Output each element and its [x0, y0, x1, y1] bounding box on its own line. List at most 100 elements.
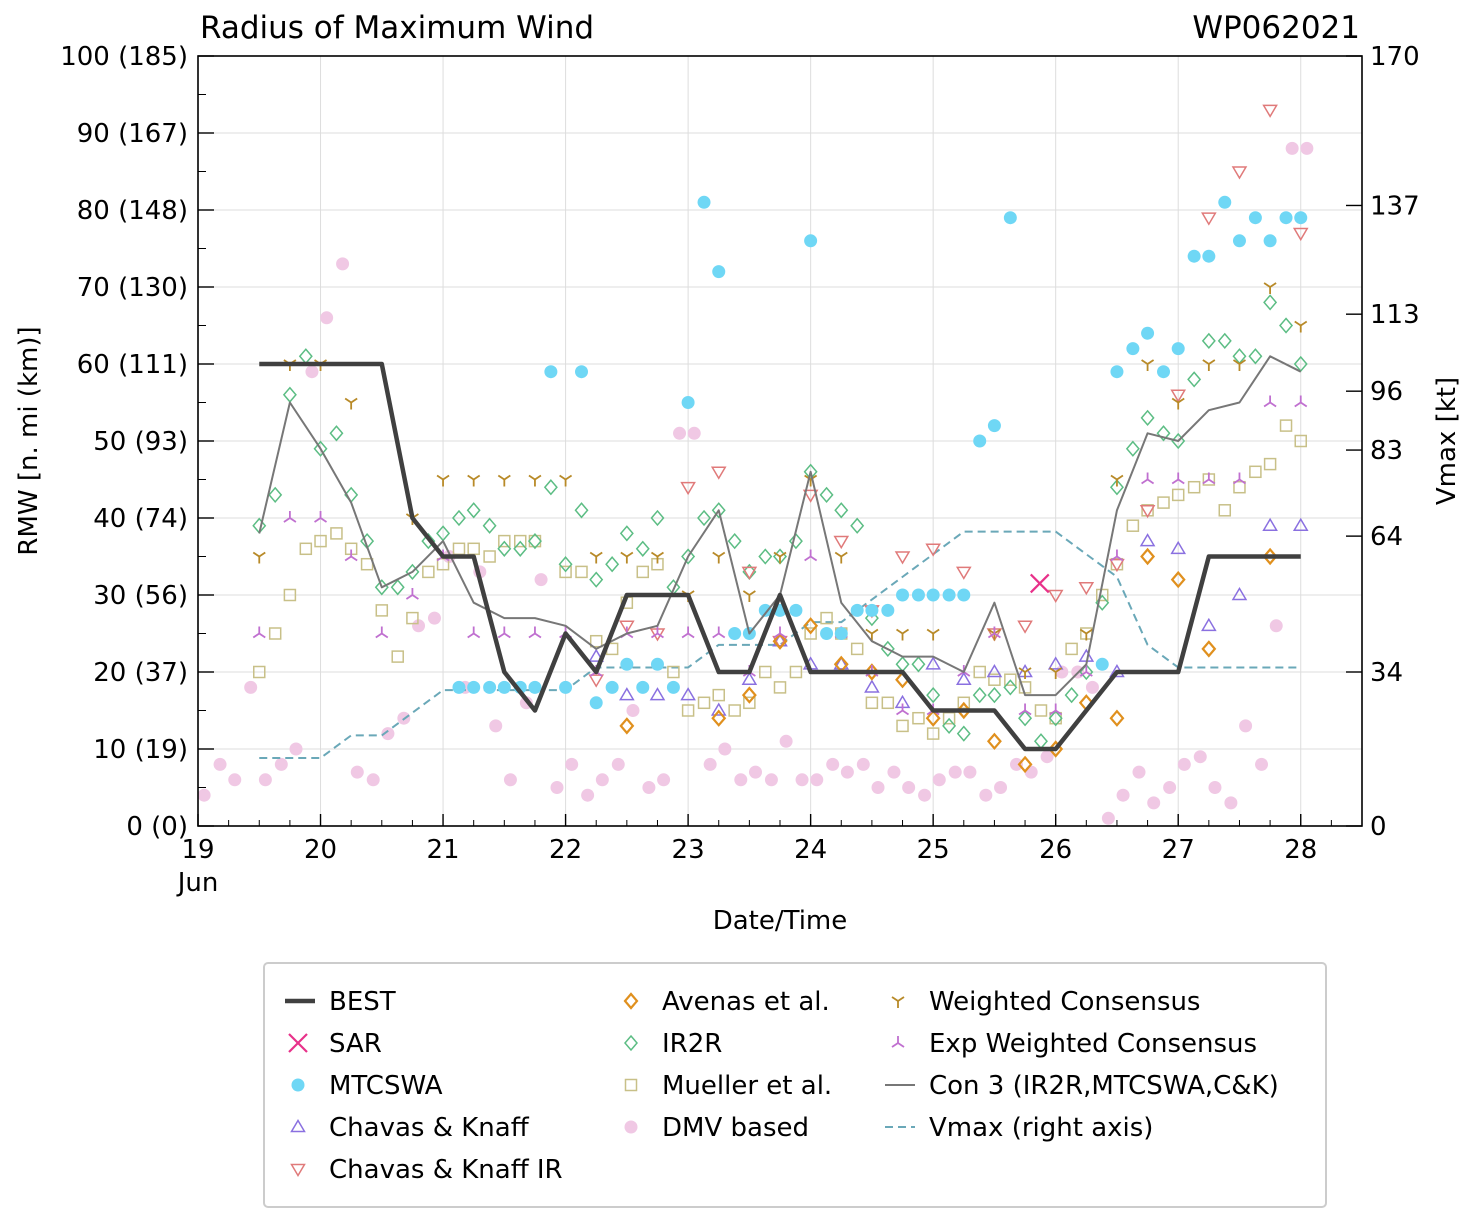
series-chavas-knaff-ir-point: [1017, 620, 1033, 634]
series-mtcswa-point: [681, 396, 695, 409]
series-mtcswa: [452, 195, 1308, 710]
y2-axis-label: Vmax [kt]: [1432, 377, 1462, 505]
series-dmv-based-point: [795, 773, 809, 787]
series-mueller-et-al-point: [483, 550, 496, 563]
series-weighted-consensus-point: [1018, 667, 1032, 679]
series-ir2r-point: [788, 532, 803, 550]
series-mueller-et-al-point: [1279, 419, 1293, 432]
series-weighted-consensus-point: [1079, 628, 1093, 641]
legend-box: [263, 962, 1327, 1208]
series-dmv-based-point: [1193, 750, 1207, 764]
series-ir2r-point: [421, 532, 436, 550]
series-chavas-knaff-ir-point: [1109, 558, 1125, 573]
series-chavas-knaff-point: [833, 656, 850, 670]
series-chavas-knaff-point: [925, 656, 941, 670]
series-ir2r-point: [1125, 440, 1140, 457]
series-mtcswa-point: [758, 603, 772, 617]
y-tick-label: 70 (130): [77, 273, 188, 303]
series-dmv-based-point: [871, 781, 885, 794]
series-mueller-et-al-point: [1171, 488, 1185, 502]
series-mueller-et-al-point: [1233, 480, 1246, 494]
series-dmv-based-point: [626, 704, 640, 717]
series-chavas-knaff-ir-point: [741, 566, 758, 580]
series-ir2r-point: [819, 486, 834, 504]
series-ir2r-point: [513, 540, 528, 557]
series-chavas-knaff-ir-point: [1201, 212, 1217, 226]
series-mueller-et-al-point: [391, 650, 404, 663]
series-mueller-et-al-point: [1157, 496, 1170, 509]
y-tick-label: 100 (185): [60, 42, 188, 72]
series-dmv-based-point: [412, 619, 426, 633]
y2-tick-label: 0: [1370, 812, 1387, 842]
series-mueller-et-al-point: [881, 696, 895, 710]
series-ir2r-point: [268, 486, 283, 504]
series-avenas-et-al-point: [803, 617, 819, 635]
legend-label: Exp Weighted Consensus: [929, 1029, 1257, 1059]
series-mueller-et-al-point: [253, 665, 266, 679]
series-ir2r-point: [605, 556, 620, 573]
series-ir2r-point: [1156, 425, 1171, 442]
series-weighted-consensus-point: [742, 590, 756, 602]
series-chavas-knaff-ir-point: [710, 466, 727, 480]
series-ir2r-point: [972, 686, 987, 704]
series-mueller-et-al-point: [804, 627, 817, 640]
series-exp-weighted-consensus-point: [344, 549, 358, 562]
series-mueller-et-al-point: [513, 534, 527, 548]
series-mueller-et-al-point: [1034, 704, 1048, 717]
series-ir2r-point: [1171, 432, 1186, 450]
series-mueller-et-al-point: [759, 665, 772, 679]
legend-item-con-3-ir2r-mtcswa-c-k: Con 3 (IR2R,MTCSWA,C&K): [885, 1071, 1279, 1101]
series-mtcswa-point: [1187, 249, 1201, 263]
series-mueller-et-al-point: [498, 534, 511, 548]
legend-swatch: [624, 1034, 638, 1052]
legend-label: BEST: [329, 987, 396, 1017]
series-chavas-knaff-ir-point: [955, 566, 972, 580]
series-mtcswa-point: [804, 234, 818, 248]
series-dmv-based-point: [197, 788, 211, 802]
series-ir2r-point: [1248, 348, 1263, 365]
series-mtcswa-point: [1248, 211, 1262, 225]
series-exp-weighted-consensus: [252, 395, 1308, 716]
series-weighted-consensus-point: [1263, 282, 1277, 294]
series-dmv-based-point: [289, 742, 303, 756]
series-mtcswa-point: [865, 603, 879, 617]
series-mtcswa-point: [881, 603, 895, 617]
series-exp-weighted-consensus-point: [712, 626, 726, 639]
series-dmv-based-point: [1224, 796, 1238, 810]
series-exp-weighted-consensus-point: [497, 626, 511, 639]
series-exp-weighted-consensus-point: [1263, 395, 1277, 408]
series-dmv-based-point: [718, 742, 732, 756]
series-chavas-knaff-point: [1262, 517, 1278, 531]
legend-item-chavas-knaff: Chavas & Knaff: [290, 1113, 530, 1143]
series-ir2r-point: [911, 656, 926, 673]
series-mueller-et-al-point: [865, 696, 879, 710]
series-dmv-based-point: [1040, 750, 1054, 764]
series-mtcswa-point: [650, 657, 664, 671]
series-mueller-et-al-point: [636, 565, 650, 579]
series-chavas-knaff-point: [710, 702, 727, 716]
series-chavas-knaff-point: [1047, 656, 1064, 670]
series-dmv-based-point: [244, 680, 258, 694]
series-dmv-based-point: [810, 773, 824, 787]
series-mtcswa-point: [528, 680, 542, 694]
series-weighted-consensus-point: [1141, 359, 1155, 371]
series-mueller-et-al-point: [926, 727, 940, 740]
series-avenas-et-al-point: [741, 686, 757, 704]
series-mtcswa-point: [1126, 342, 1140, 356]
series-ir2r-point: [635, 540, 650, 557]
series-weighted-consensus-point: [1049, 667, 1063, 679]
series-mtcswa-point: [589, 696, 603, 710]
series-mueller-et-al-point: [1249, 465, 1262, 479]
series-ir2r-point: [574, 502, 589, 519]
series-chavas-knaff-ir-point: [925, 543, 941, 557]
x-tick-label: 26: [1039, 835, 1072, 865]
series-dmv-based-point: [918, 788, 932, 802]
series-chavas-knaff-ir-point: [1292, 227, 1309, 242]
legend-swatch: [288, 1033, 308, 1053]
y-tick-label: 40 (74): [93, 504, 188, 534]
series-weighted-consensus: [252, 282, 1308, 679]
series-chavas-knaff-ir-point: [894, 551, 911, 565]
series-chavas-knaff-point: [680, 687, 696, 701]
series-dmv-based-point: [489, 719, 503, 733]
series-mtcswa-point: [712, 265, 726, 279]
